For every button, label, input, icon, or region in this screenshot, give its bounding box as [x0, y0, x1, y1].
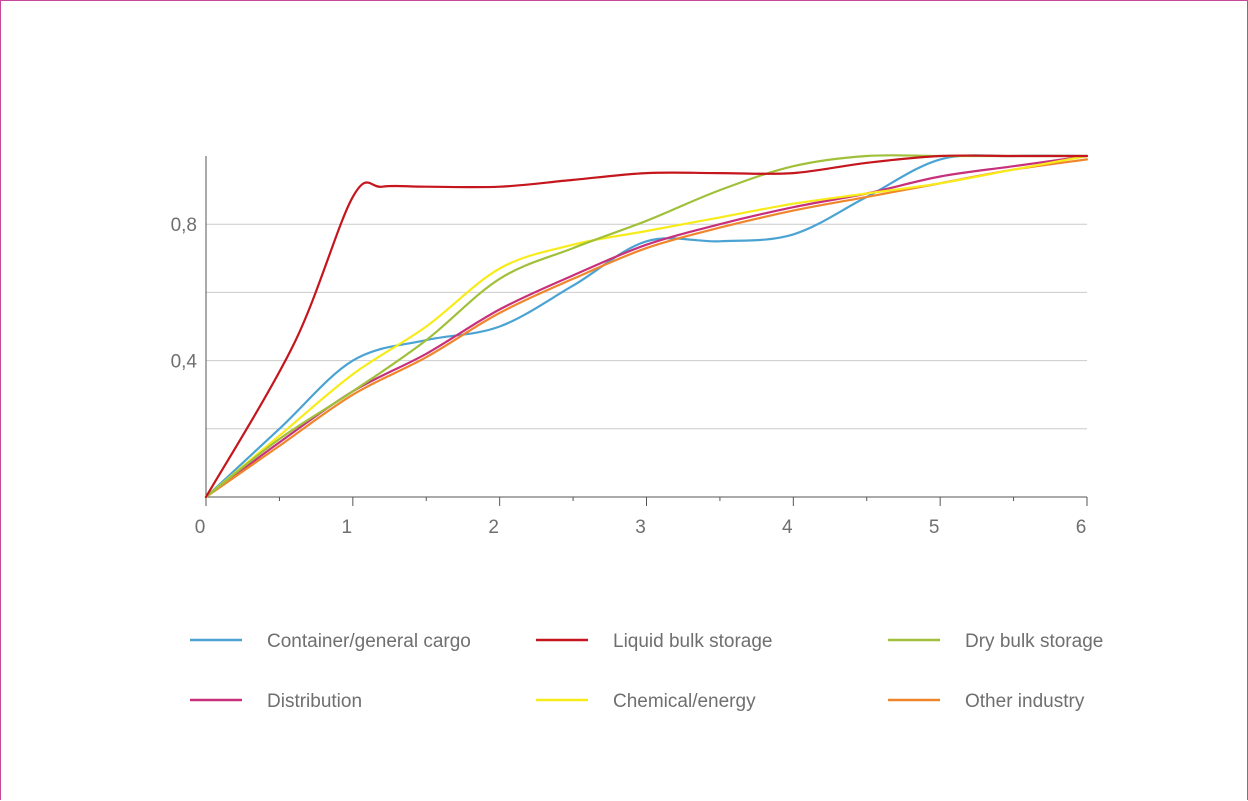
- legend-label-0: Container/general cargo: [267, 631, 471, 652]
- legend-label-2: Dry bulk storage: [965, 631, 1103, 652]
- series-line-1: [204, 154, 1089, 499]
- x-tick-label-5: 5: [929, 517, 940, 538]
- legend-label-1: Liquid bulk storage: [613, 631, 773, 652]
- y-tick-label-1: 0,8: [171, 215, 197, 236]
- x-tick-label-3: 3: [635, 517, 646, 538]
- series-line-5: [204, 158, 1089, 499]
- x-tick-label-1: 1: [342, 517, 353, 538]
- grid-layer: [206, 223, 1087, 430]
- series-line-0: [204, 154, 1089, 499]
- x-tick-label-4: 4: [782, 517, 793, 538]
- axis-layer: 0,4 0,8 0 1 2 3 4 5 6: [171, 156, 1088, 538]
- legend: Container/general cargo Liquid bulk stora…: [190, 631, 1103, 712]
- series-line-4: [204, 154, 1089, 499]
- legend-label-3: Distribution: [267, 691, 362, 712]
- legend-label-4: Chemical/energy: [613, 691, 756, 712]
- x-tick-label-6: 6: [1076, 517, 1087, 538]
- series-layer: [204, 154, 1089, 499]
- series-line-3: [204, 154, 1089, 499]
- y-tick-label-0: 0,4: [171, 352, 198, 373]
- x-tick-label-0: 0: [195, 517, 206, 538]
- x-tick-label-2: 2: [488, 517, 499, 538]
- series-line-2: [204, 154, 1089, 499]
- legend-label-5: Other industry: [965, 691, 1085, 712]
